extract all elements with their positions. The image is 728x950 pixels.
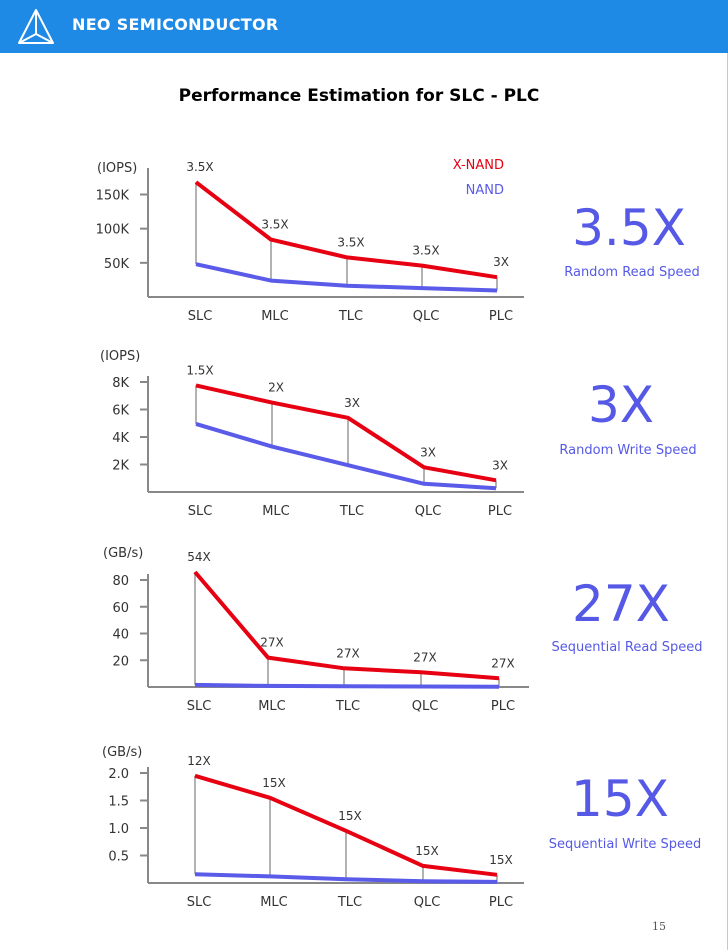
ratio-label: 1.5X — [186, 363, 213, 377]
xnand-series-line — [194, 180, 498, 280]
y-tick-label: 20 — [112, 654, 129, 669]
xnand-series-line — [194, 773, 498, 877]
ratio-label: 15X — [262, 776, 286, 790]
ratio-label: 15X — [338, 809, 362, 823]
y-tick-label: 4K — [112, 431, 129, 446]
y-tick-label: 6K — [112, 404, 129, 419]
y-tick-label: 1.5 — [108, 795, 129, 810]
ratio-label: 27X — [413, 650, 437, 664]
random-write-label: Random Write Speed — [559, 443, 697, 458]
y-tick-label: 60 — [112, 601, 129, 616]
page-title: Performance Estimation for SLC - PLC — [178, 86, 540, 106]
xnand-series-line — [193, 570, 500, 681]
legend-xnand: X-NAND — [453, 158, 504, 173]
nand-series-line — [194, 872, 498, 884]
y-axis-unit: (IOPS) — [100, 349, 140, 364]
sequential-read-chart: (GB/s) 20 40 60 80 SLC MLC TLC QLC PLC 54X 27X 27X 27… — [103, 546, 529, 714]
x-category-label: SLC — [188, 309, 213, 324]
nand-series-line — [195, 262, 498, 293]
ratio-label: 15X — [489, 853, 513, 867]
random-read-chart: (IOPS) 50K 100K 150K SLC MLC TLC QLC PLC 3.5X 3.5X… — [96, 158, 524, 324]
legend-nand: NAND — [466, 183, 504, 198]
y-axis-unit: (IOPS) — [97, 161, 137, 176]
y-tick-label: 150K — [96, 189, 130, 204]
x-category-label: SLC — [187, 895, 212, 910]
brand-name: NEO SEMICONDUCTOR — [72, 15, 279, 34]
sequential-write-chart: (GB/s) 0.5 1.0 1.5 2.0 SLC MLC TLC QLC PLC 12X 15X 1… — [102, 745, 524, 910]
x-category-label: PLC — [489, 895, 513, 910]
sequential-read-factor: 27X — [572, 575, 670, 633]
ratio-label: 27X — [336, 646, 360, 660]
sequential-write-label: Sequential Write Speed — [548, 837, 702, 852]
x-category-label: QLC — [415, 504, 442, 519]
y-tick-label: 8K — [112, 376, 129, 391]
ratio-label: 3.5X — [186, 160, 213, 174]
x-category-label: MLC — [261, 309, 289, 324]
x-category-label: QLC — [412, 699, 439, 714]
x-category-label: TLC — [338, 309, 363, 324]
y-axis-unit: (GB/s) — [103, 546, 143, 561]
ratio-label: 15X — [415, 844, 439, 858]
pyramid-logo-icon — [18, 9, 54, 44]
ratio-label: 3X — [344, 396, 360, 410]
x-category-label: TLC — [339, 504, 364, 519]
ratio-label: 27X — [491, 656, 515, 670]
ratio-label: 3X — [420, 445, 436, 459]
x-category-label: PLC — [491, 699, 515, 714]
ratio-label: 12X — [187, 754, 211, 768]
ratio-label: 3X — [492, 458, 508, 472]
ratio-label: 3.5X — [261, 218, 288, 232]
x-category-label: QLC — [414, 895, 441, 910]
ratio-label: 27X — [260, 636, 284, 650]
y-tick-label: 100K — [96, 223, 130, 238]
random-write-factor: 3X — [587, 376, 655, 434]
random-read-label: Random Read Speed — [564, 265, 700, 280]
x-category-label: TLC — [337, 895, 362, 910]
ratio-label: 3.5X — [337, 235, 364, 249]
header-bar: NEO SEMICONDUCTOR — [0, 0, 728, 53]
x-category-label: TLC — [335, 699, 360, 714]
x-category-label: PLC — [488, 504, 512, 519]
y-tick-label: 50K — [104, 257, 130, 272]
xnand-series-line — [195, 383, 497, 483]
y-tick-label: 40 — [112, 628, 129, 643]
x-category-label: PLC — [489, 309, 513, 324]
x-category-label: QLC — [413, 309, 440, 324]
page-number: 15 — [652, 920, 666, 933]
ratio-label: 54X — [187, 550, 211, 564]
x-category-label: MLC — [258, 699, 286, 714]
nand-series-line — [194, 682, 500, 689]
sequential-write-factor: 15X — [571, 770, 669, 828]
y-tick-label: 0.5 — [108, 850, 129, 865]
x-category-label: SLC — [188, 504, 213, 519]
random-write-chart: (IOPS) 2K 4K 6K 8K SLC MLC TLC QLC PLC 1.5X 2X 3X 3X 3… — [100, 349, 524, 519]
ratio-label: 3X — [493, 255, 509, 269]
y-tick-label: 2.0 — [108, 767, 129, 782]
x-category-label: SLC — [187, 699, 212, 714]
y-tick-label: 2K — [112, 459, 129, 474]
ratio-label: 3.5X — [412, 244, 439, 258]
sequential-read-label: Sequential Read Speed — [551, 640, 703, 655]
ratio-label: 2X — [268, 381, 284, 395]
y-tick-label: 1.0 — [108, 822, 129, 837]
y-axis-unit: (GB/s) — [102, 745, 142, 760]
nand-series-line — [195, 421, 497, 491]
random-read-factor: 3.5X — [572, 199, 686, 257]
y-tick-label: 80 — [112, 574, 129, 589]
x-category-label: MLC — [262, 504, 290, 519]
x-category-label: MLC — [260, 895, 288, 910]
